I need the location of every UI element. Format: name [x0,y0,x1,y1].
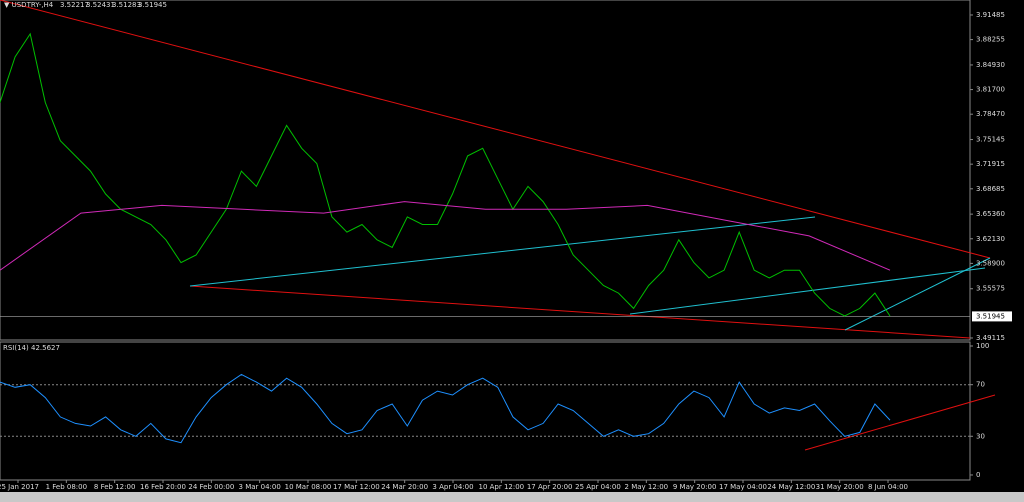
rsi-title: RSI(14) [3,344,29,352]
y-tick-label: 0 [976,471,980,479]
open: 3.52217 [60,1,89,9]
trendline [629,267,986,315]
y-tick-label: 3.71915 [976,160,1005,168]
x-tick-label: 24 Mar 20:00 [381,483,428,491]
x-tick-label: 10 Apr 12:00 [479,483,525,491]
y-tick-label: 3.68685 [976,185,1005,193]
rsi-last: 42.5627 [31,344,60,352]
y-tick-label: 3.81700 [976,86,1005,94]
price-label: 3.51945 [976,312,1005,320]
series-line [0,373,891,444]
trendline [844,257,991,331]
y-tick-label: 3.55575 [976,285,1005,293]
y-tick-label: 3.78470 [976,110,1005,118]
x-tick-label: 17 Apr 20:00 [527,483,573,491]
symbol: ▼ USDTRY-,H4 [4,1,54,9]
x-tick-label: 25 Jan 2017 [0,483,39,491]
series-line [0,32,891,317]
symbol-name: USDTRY-,H4 [12,1,54,9]
x-tick-label: 9 May 20:00 [673,483,717,491]
price-box [972,311,1012,322]
x-tick-label: 8 Jun 04:00 [868,483,908,491]
price-panel [0,0,971,341]
x-tick-label: 24 May 12:00 [767,483,815,491]
trendline [189,285,971,339]
x-tick-label: 10 Mar 08:00 [285,483,332,491]
low: 3.51283 [112,1,141,9]
x-tick-label: 8 Feb 12:00 [94,483,135,491]
x-tick-label: 17 Mar 12:00 [333,483,380,491]
x-tick-label: 25 Apr 04:00 [575,483,621,491]
x-tick-label: 16 Feb 20:00 [140,483,186,491]
trendline [804,394,996,451]
x-tick-label: 31 May 20:00 [816,483,864,491]
x-tick-label: 24 Feb 00:00 [188,483,234,491]
y-tick-label: 3.75145 [976,136,1005,144]
close: 3.51945 [138,1,167,9]
y-tick-label: 3.58900 [976,259,1005,267]
x-tick-label: 17 May 04:00 [719,483,767,491]
high: 3.52431 [86,1,115,9]
y-tick-label: 3.84930 [976,61,1005,69]
x-tick-label: 3 Mar 04:00 [239,483,281,491]
trendline [0,0,991,259]
series-line [0,201,891,271]
x-tick-label: 3 Apr 04:00 [432,483,473,491]
rsi-panel [0,341,971,481]
trendline [189,216,816,287]
y-tick-label: 70 [976,381,985,389]
y-tick-label: 3.88255 [976,36,1005,44]
y-tick-label: 3.49115 [976,334,1005,342]
y-tick-label: 3.65360 [976,210,1005,218]
y-tick-label: 100 [976,342,989,350]
x-tick-label: 2 May 12:00 [625,483,669,491]
y-tick-label: 30 [976,432,985,440]
tab-bar [0,492,1024,502]
y-tick-label: 3.62130 [976,235,1005,243]
y-tick-label: 3.91485 [976,11,1005,19]
x-tick-label: 1 Feb 08:00 [46,483,87,491]
